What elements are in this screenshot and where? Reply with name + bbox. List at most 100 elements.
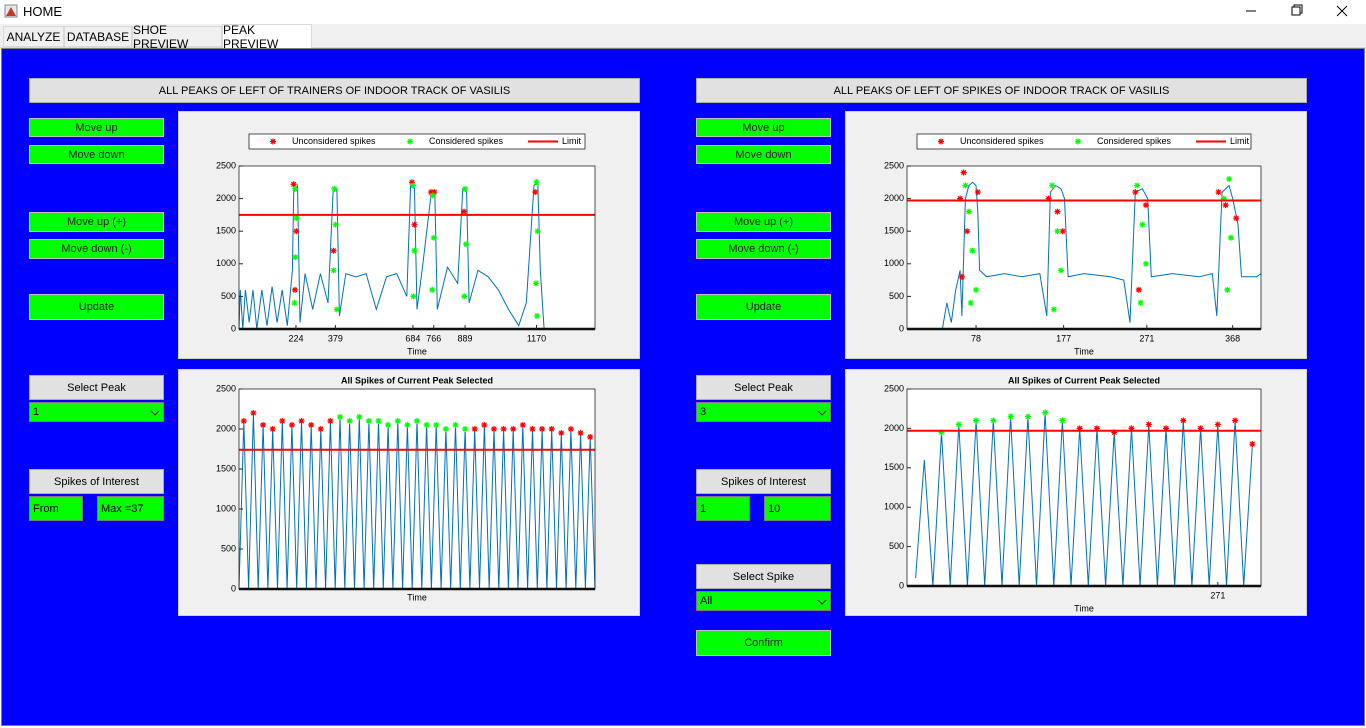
spike-marker <box>1007 413 1014 420</box>
spike-marker <box>1214 421 1221 428</box>
spike-marker <box>1227 234 1234 241</box>
spike-marker <box>411 221 418 228</box>
chart-panel: All Spikes of Current Peak Selected 0 500 1… <box>178 369 640 616</box>
axis-box <box>906 165 1262 330</box>
dropdown[interactable]: All <box>696 591 831 611</box>
spike-marker <box>967 299 974 306</box>
x-axis-label: Time <box>1074 346 1094 356</box>
legend-label: Unconsidered spikes <box>292 136 376 146</box>
text-field[interactable]: From <box>29 496 83 521</box>
spike-marker <box>1145 421 1152 428</box>
x-tick-label: 271 <box>1139 333 1154 343</box>
x-tick-label: 684 <box>405 333 420 343</box>
window-controls[interactable] <box>1230 0 1366 24</box>
spike-marker <box>558 430 565 436</box>
button[interactable]: Move down <box>696 145 831 164</box>
x-tick-label: 889 <box>458 333 473 343</box>
spike-marker <box>1093 425 1100 432</box>
tab[interactable]: ANALYZE <box>3 26 64 47</box>
button[interactable]: Move up <box>29 118 164 137</box>
spike-marker <box>332 221 339 228</box>
y-tick-label: 2500 <box>884 160 904 170</box>
button[interactable]: Move down <box>29 145 164 164</box>
spike-marker <box>356 414 363 420</box>
spike-marker <box>461 208 468 215</box>
legend-marker <box>938 138 944 145</box>
app-icon <box>4 4 18 18</box>
spike-marker <box>577 430 584 436</box>
spike-marker <box>1197 425 1204 432</box>
spike-marker <box>290 181 297 188</box>
button[interactable]: Update <box>29 294 164 320</box>
spike-marker <box>430 234 437 241</box>
spike-marker <box>408 179 415 186</box>
label: Select Peak <box>29 375 164 400</box>
x-tick-label: 177 <box>1056 333 1071 343</box>
y-tick-label: 2500 <box>216 160 236 170</box>
spike-marker <box>1224 286 1231 293</box>
y-tick-label: 500 <box>221 291 236 301</box>
y-tick-label: 1500 <box>884 226 904 236</box>
button[interactable]: Update <box>696 294 831 320</box>
legend-box <box>248 133 586 150</box>
spike-marker <box>973 417 980 424</box>
legend-marker <box>407 138 413 145</box>
dropdown[interactable]: 1 <box>29 402 164 422</box>
spike-marker <box>1135 286 1142 293</box>
spike-marker <box>1111 429 1118 436</box>
spike-marker <box>411 247 418 254</box>
x-axis-label: Time <box>1074 603 1094 613</box>
legend-label: Considered spikes <box>429 136 504 146</box>
spike-marker <box>1139 221 1146 228</box>
spike-marker <box>1045 195 1052 202</box>
button[interactable]: Move down (-) <box>29 239 164 259</box>
x-tick-label: 379 <box>328 333 343 343</box>
label: Select Peak <box>696 375 831 400</box>
y-tick-label: 2500 <box>884 383 904 393</box>
button[interactable]: Move up (+) <box>696 212 831 232</box>
spike-marker <box>409 182 416 189</box>
spike-marker <box>431 189 438 196</box>
spike-marker <box>427 189 434 196</box>
label: Spikes of Interest <box>29 469 164 494</box>
spike-marker <box>965 208 972 215</box>
text-field[interactable]: 10 <box>764 496 831 521</box>
spike-marker <box>414 418 420 424</box>
spike-marker <box>973 286 980 293</box>
x-tick-label: 78 <box>971 333 981 343</box>
spike-marker <box>330 267 337 274</box>
spike-marker <box>429 192 436 199</box>
tab-active[interactable]: PEAK PREVIEW <box>222 23 312 51</box>
x-tick-label: 368 <box>1225 333 1240 343</box>
x-tick-label: 766 <box>426 333 441 343</box>
spike-marker <box>462 426 469 432</box>
button[interactable]: Confirm <box>696 630 831 656</box>
tab[interactable]: DATABASE <box>64 26 132 47</box>
text-field[interactable]: Max =37 <box>97 496 164 521</box>
spike-marker <box>519 422 526 428</box>
y-tick-label: 0 <box>231 323 236 333</box>
x-tick-label: 1170 <box>527 333 546 343</box>
button[interactable]: Move up (+) <box>29 212 164 232</box>
dropdown-arrow <box>817 410 827 416</box>
signal-line <box>907 181 1262 330</box>
button[interactable]: Move up <box>696 118 831 137</box>
tab[interactable]: SHOE PREVIEW <box>132 23 222 51</box>
spike-marker <box>291 185 298 192</box>
x-tick-label: 224 <box>288 333 303 343</box>
text-field[interactable]: 1 <box>696 496 750 521</box>
button[interactable]: Move down (-) <box>696 239 831 259</box>
axis-box <box>238 388 596 590</box>
spike-marker <box>1059 228 1066 235</box>
spike-marker <box>293 215 300 222</box>
title-bar: HOME <box>0 0 1366 24</box>
y-tick-label: 1000 <box>884 502 904 512</box>
dropdown[interactable]: 3 <box>696 402 831 422</box>
spike-marker <box>462 185 469 192</box>
spike-marker <box>423 422 430 428</box>
spike-marker <box>533 179 540 186</box>
spike-marker <box>346 418 353 424</box>
spike-marker <box>1054 208 1061 215</box>
spike-marker <box>1054 228 1061 235</box>
spike-marker <box>1024 413 1031 420</box>
